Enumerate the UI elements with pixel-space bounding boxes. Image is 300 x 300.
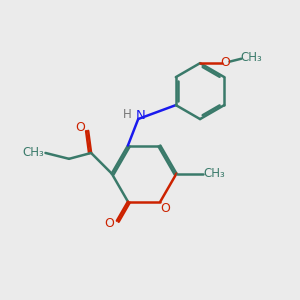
Text: H: H: [123, 108, 131, 121]
Text: O: O: [75, 122, 85, 134]
Text: O: O: [105, 217, 115, 230]
Text: O: O: [161, 202, 170, 214]
Text: N: N: [136, 109, 146, 122]
Text: CH₃: CH₃: [241, 51, 262, 64]
Text: O: O: [221, 56, 231, 69]
Text: CH₃: CH₃: [23, 146, 45, 159]
Text: CH₃: CH₃: [203, 167, 225, 180]
